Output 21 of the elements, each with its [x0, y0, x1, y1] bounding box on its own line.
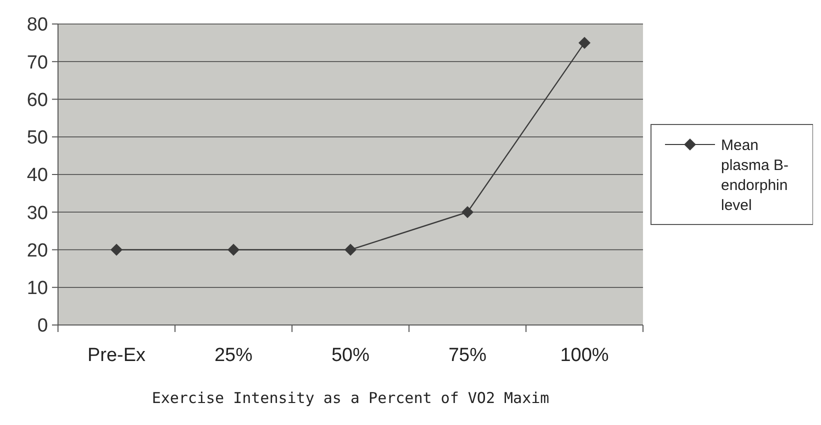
x-tick-label: 50% [331, 345, 370, 366]
y-tick-label: 70 [26, 52, 48, 74]
y-tick-label: 0 [37, 316, 48, 337]
point [462, 206, 474, 218]
y-tick-label: 40 [26, 165, 48, 186]
legend-label: Mean plasma B-endorphin level [721, 136, 789, 214]
point [228, 244, 240, 256]
x-axis-title: Exercise Intensity as a Percent of VO2 Maxim [152, 389, 550, 407]
x-tick-label: 75% [448, 345, 487, 366]
y-tick-label: 30 [26, 202, 48, 224]
y-tick-label: 60 [26, 90, 48, 111]
y-tick-label: 80 [26, 14, 48, 36]
x-tick-label: Pre-Ex [87, 345, 146, 366]
x-tick-label: 25% [214, 345, 253, 366]
point [110, 244, 122, 256]
y-tick-label: 50 [26, 128, 48, 149]
y-tick-label: 10 [26, 278, 48, 300]
x-tick-label: 100% [560, 345, 609, 366]
y-tick-label: 20 [26, 240, 48, 262]
point [344, 244, 356, 256]
point [578, 36, 590, 49]
